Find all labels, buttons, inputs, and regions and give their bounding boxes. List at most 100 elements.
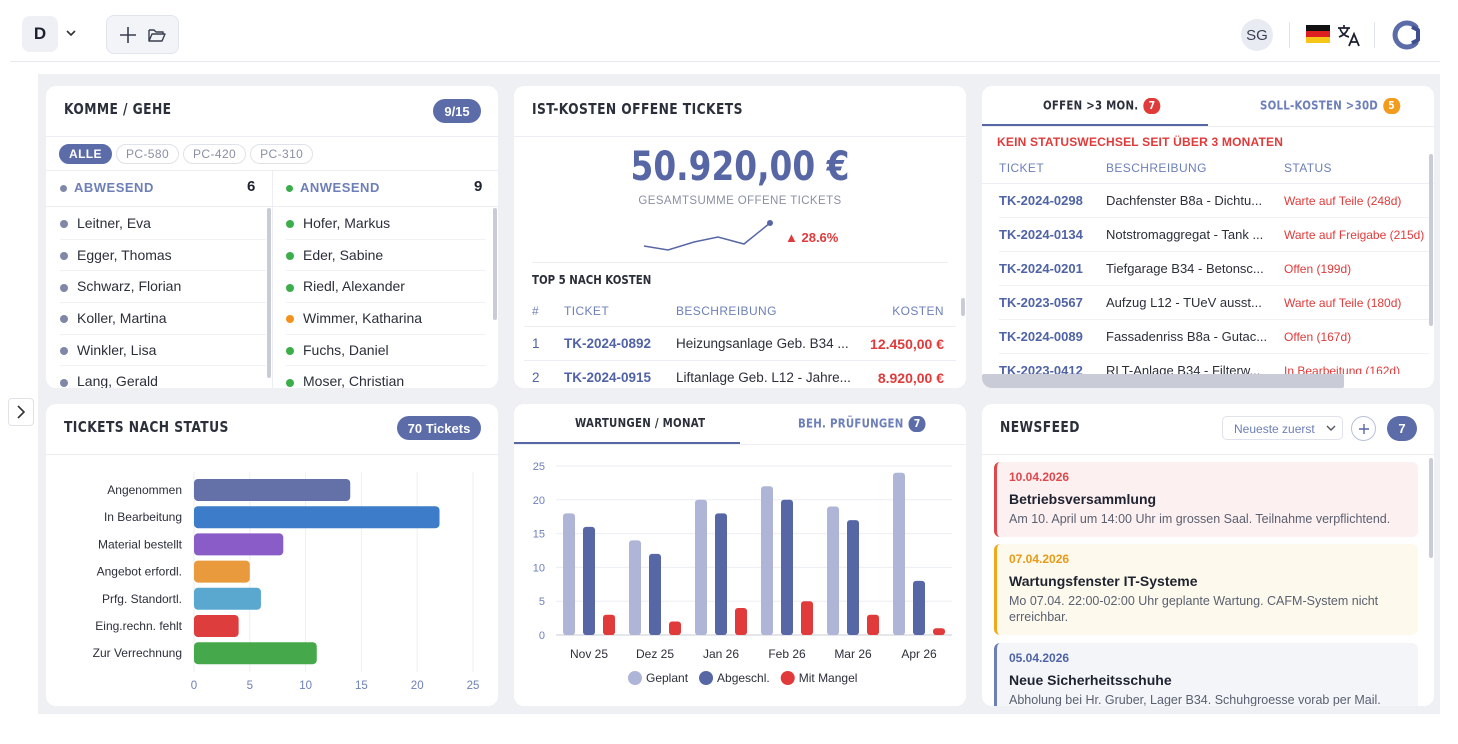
plus-icon[interactable] xyxy=(118,25,138,45)
horizontal-scrollbar[interactable] xyxy=(982,374,1344,388)
x-tick-label: 5 xyxy=(247,680,253,692)
ticket-link[interactable]: TK-2024-0201 xyxy=(999,261,1083,276)
news-body: Am 10. April um 14:00 Uhr im grossen Saa… xyxy=(1009,512,1391,526)
bar xyxy=(669,621,681,635)
status-cell: Offen (199d) xyxy=(1284,262,1352,276)
list-item[interactable]: Wimmer, Katharina xyxy=(286,303,486,335)
list-item[interactable]: Koller, Martina xyxy=(60,303,266,335)
attendance-card: KOMME / GEHE 9/15 ALLE PC-580 PC-420 PC-310… xyxy=(46,86,498,388)
description-cell: Tiefgarage B34 - Betonsc... xyxy=(1106,261,1264,276)
category-label: Angebot erfordl. xyxy=(97,565,182,579)
folder-open-icon[interactable] xyxy=(147,25,167,45)
table-row[interactable]: 2 TK-2024-0915 Liftanlage Geb. L12 - Jah… xyxy=(532,370,944,388)
category-label: Eing.rechn. fehlt xyxy=(95,619,182,633)
maintenance-bar-chart: 0 5 10 15 20 25 Nov 25 Dez 25 Jan 26 Feb 26 Mar 26… xyxy=(533,461,952,685)
x-tick-label: Feb 26 xyxy=(768,647,806,661)
table-row[interactable]: TK-2024-0134 Notstromaggregat - Tank ...… xyxy=(999,218,1429,252)
status-cell: Warte auf Teile (248d) xyxy=(1284,194,1402,208)
divider xyxy=(46,206,498,207)
status-dot xyxy=(286,185,293,193)
sort-select[interactable]: Neueste zuerst xyxy=(1222,416,1343,440)
category-label: Prfg. Standortl. xyxy=(102,592,182,606)
filter-chip[interactable]: PC-580 xyxy=(115,144,180,164)
divider xyxy=(46,454,498,455)
filter-chip[interactable]: PC-420 xyxy=(183,144,247,164)
status-dot xyxy=(60,315,68,324)
add-news-button[interactable] xyxy=(1351,416,1376,441)
bar xyxy=(194,642,317,665)
status-dot xyxy=(60,378,68,387)
status-cell: In Bearbeitung (162d) xyxy=(1284,364,1401,374)
bar xyxy=(583,526,595,635)
filter-chip[interactable]: ALLE xyxy=(59,144,112,164)
bar xyxy=(933,628,945,635)
tab-open-3-months[interactable]: OFFEN >3 MON. 7 xyxy=(1043,98,1161,114)
list-item[interactable]: Egger, Thomas xyxy=(60,240,266,272)
app-logo-icon[interactable] xyxy=(1390,18,1424,52)
tab-badge: 7 xyxy=(908,416,926,432)
news-item[interactable]: 05.04.2026 Neue Sicherheitsschuhe Abholu… xyxy=(994,643,1418,706)
scrollbar[interactable] xyxy=(1429,458,1433,558)
table-row[interactable]: TK-2024-0089 Fassadenriss B8a - Gutac...… xyxy=(999,320,1429,354)
filter-chips: ALLE PC-580 PC-420 PC-310 xyxy=(59,144,317,164)
table-row[interactable]: TK-2023-0567 Aufzug L12 - TUeV ausst... … xyxy=(999,286,1429,320)
top-bar: D SG xyxy=(10,0,1440,62)
tab-label: OFFEN >3 MON. xyxy=(1043,98,1139,113)
toolbar-group xyxy=(106,15,179,54)
present-list: Hofer, Markus Eder, Sabine Riedl, Alexan… xyxy=(286,208,486,388)
workspace-button[interactable]: D xyxy=(22,16,58,52)
tickets-by-status-card: TICKETS NACH STATUS 70 Tickets 0 5 10 15 20 2… xyxy=(46,404,498,706)
ticket-link[interactable]: TK-2023-0567 xyxy=(999,295,1083,310)
status-cell: Offen (167d) xyxy=(1284,330,1352,344)
avatar[interactable]: SG xyxy=(1241,19,1273,51)
ticket-link[interactable]: TK-2024-0298 xyxy=(999,193,1083,208)
y-tick-label: 5 xyxy=(539,596,545,608)
list-item[interactable]: Winkler, Lisa xyxy=(60,335,266,367)
absent-label: ABWESEND xyxy=(74,180,154,195)
list-item[interactable]: Hofer, Markus xyxy=(286,208,486,240)
chevron-down-icon[interactable] xyxy=(64,26,78,40)
absent-header: ABWESEND xyxy=(60,180,154,195)
news-item[interactable]: 10.04.2026 Betriebsversammlung Am 10. Ap… xyxy=(994,462,1418,537)
table-row[interactable]: TK-2024-0201 Tiefgarage B34 - Betonsc...… xyxy=(999,252,1429,286)
list-item[interactable]: Moser, Christian xyxy=(286,366,486,388)
scrollbar[interactable] xyxy=(493,208,497,320)
scrollbar[interactable] xyxy=(1429,154,1433,326)
list-item[interactable]: Fuchs, Daniel xyxy=(286,335,486,367)
status-dot xyxy=(286,378,294,387)
ticket-link[interactable]: TK-2023-0412 xyxy=(999,363,1083,374)
table-row[interactable]: 1 TK-2024-0892 Heizungsanlage Geb. B34 .… xyxy=(532,336,944,358)
category-label: In Bearbeitung xyxy=(104,510,182,524)
list-item[interactable]: Lang, Gerald xyxy=(60,366,266,388)
list-item[interactable]: Eder, Sabine xyxy=(286,240,486,272)
list-item[interactable]: Schwarz, Florian xyxy=(60,271,266,304)
table-row[interactable]: TK-2024-0298 Dachfenster B8a - Dichtu...… xyxy=(999,184,1429,218)
translate-icon[interactable] xyxy=(1336,22,1362,48)
trend-indicator: ▲ 28.6% xyxy=(785,230,839,245)
scrollbar[interactable] xyxy=(267,208,271,378)
german-flag-icon[interactable] xyxy=(1306,25,1330,43)
filter-chip[interactable]: PC-310 xyxy=(250,144,314,164)
status-dot xyxy=(60,347,68,356)
attendance-count-badge: 9/15 xyxy=(433,99,481,123)
tab-target-costs[interactable]: SOLL-KOSTEN >30D 5 xyxy=(1260,98,1401,114)
ticket-link[interactable]: TK-2024-0089 xyxy=(999,329,1083,344)
list-item[interactable]: Leitner, Eva xyxy=(60,208,266,240)
ticket-link[interactable]: TK-2024-0892 xyxy=(564,336,652,351)
legend-swatch xyxy=(780,671,795,685)
sidebar-toggle-button[interactable] xyxy=(8,398,34,426)
tab-maintenance-monthly[interactable]: WARTUNGEN / MONAT xyxy=(575,416,705,430)
ticket-link[interactable]: TK-2024-0915 xyxy=(564,370,652,385)
scrollbar[interactable] xyxy=(961,298,965,316)
list-item[interactable]: Riedl, Alexander xyxy=(286,271,486,304)
description-cell: Liftanlage Geb. L12 - Jahre... xyxy=(676,370,851,385)
news-item[interactable]: 07.04.2026 Wartungsfenster IT-Systeme Mo… xyxy=(994,544,1418,635)
description-cell: Heizungsanlage Geb. B34 ... xyxy=(676,336,849,351)
divider xyxy=(514,136,966,137)
table-row[interactable]: TK-2023-0412 RLT-Anlage B34 - Filterw...… xyxy=(999,354,1429,374)
open-tickets-card: OFFEN >3 MON. 7 SOLL-KOSTEN >30D 5 KEIN ST… xyxy=(982,86,1434,388)
ticket-link[interactable]: TK-2024-0134 xyxy=(999,227,1083,242)
tab-inspections[interactable]: BEH. PRÜFUNGEN 7 xyxy=(798,416,926,432)
plus-icon xyxy=(1358,423,1369,434)
status-bar-chart: 0 5 10 15 20 25 Angenommen In Bearbeitung Materi… xyxy=(93,472,479,692)
